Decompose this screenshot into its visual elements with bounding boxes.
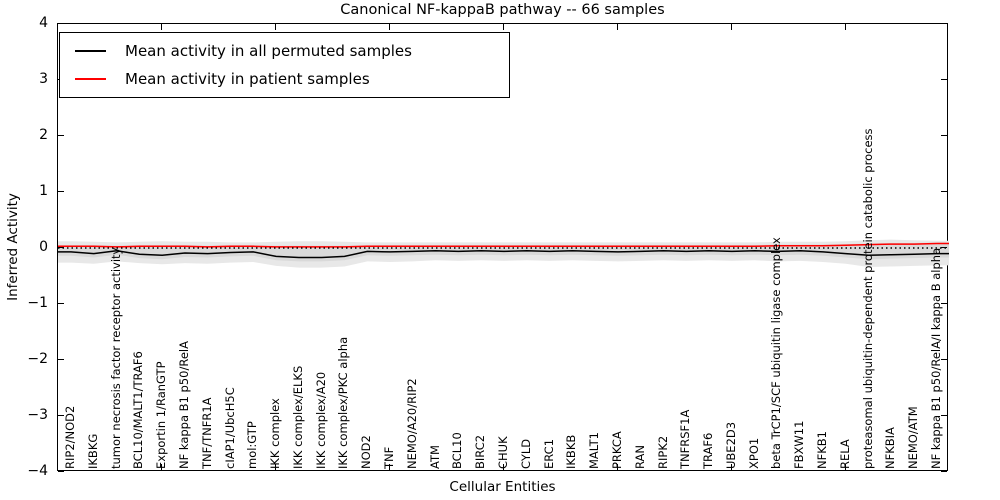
tick-mark: [58, 247, 64, 249]
tick-mark: [941, 23, 947, 25]
legend: Mean activity in all permuted samples Me…: [59, 32, 510, 98]
tick-mark: [161, 24, 163, 30]
y-tick-label: −3: [27, 407, 48, 423]
tick-mark: [941, 471, 947, 473]
tick-mark: [58, 415, 64, 417]
tick-mark: [941, 303, 947, 305]
y-tick-label: 1: [39, 183, 48, 199]
y-tick-label: 0: [39, 239, 48, 255]
tick-mark: [58, 303, 64, 305]
tick-mark: [941, 247, 947, 249]
legend-item-patient: Mean activity in patient samples: [60, 70, 509, 88]
legend-line-black: [75, 50, 106, 53]
tick-mark: [389, 24, 391, 30]
tick-mark: [389, 464, 391, 470]
tick-mark: [58, 191, 64, 193]
tick-mark: [941, 79, 947, 81]
y-tick-label: −1: [27, 295, 48, 311]
legend-item-permuted: Mean activity in all permuted samples: [60, 42, 509, 60]
plot-area: [57, 23, 949, 471]
tick-mark: [616, 464, 619, 470]
tick-mark: [844, 24, 847, 30]
plot-canvas: [58, 239, 949, 268]
tick-mark: [941, 359, 947, 361]
permuted-mean-line: [58, 250, 949, 259]
patient-mean-line: [58, 242, 949, 248]
tick-mark: [730, 24, 733, 30]
x-axis-label: Cellular Entities: [449, 479, 556, 495]
tick-mark: [58, 135, 64, 137]
y-tick-label: −2: [27, 351, 48, 367]
tick-mark: [58, 23, 64, 25]
tick-mark: [58, 471, 64, 473]
chart-title: Canonical NF-kappaB pathway -- 66 sample…: [340, 2, 665, 18]
legend-label-patient: Mean activity in patient samples: [125, 69, 370, 88]
tick-mark: [503, 464, 505, 470]
tick-mark: [941, 415, 947, 417]
y-tick-label: 3: [39, 71, 48, 87]
legend-line-red: [75, 77, 106, 80]
tick-mark: [275, 24, 277, 30]
tick-mark: [616, 24, 619, 30]
tick-mark: [275, 464, 277, 470]
y-tick-label: −4: [27, 463, 48, 479]
tick-mark: [58, 359, 64, 361]
y-tick-label: 2: [39, 127, 48, 143]
tick-mark: [941, 135, 947, 137]
tick-mark: [941, 191, 947, 193]
legend-label-permuted: Mean activity in all permuted samples: [125, 42, 412, 61]
tick-mark: [844, 464, 847, 470]
tick-mark: [161, 464, 163, 470]
y-tick-label: 4: [39, 15, 48, 31]
tick-mark: [503, 24, 505, 30]
tick-mark: [730, 464, 733, 470]
